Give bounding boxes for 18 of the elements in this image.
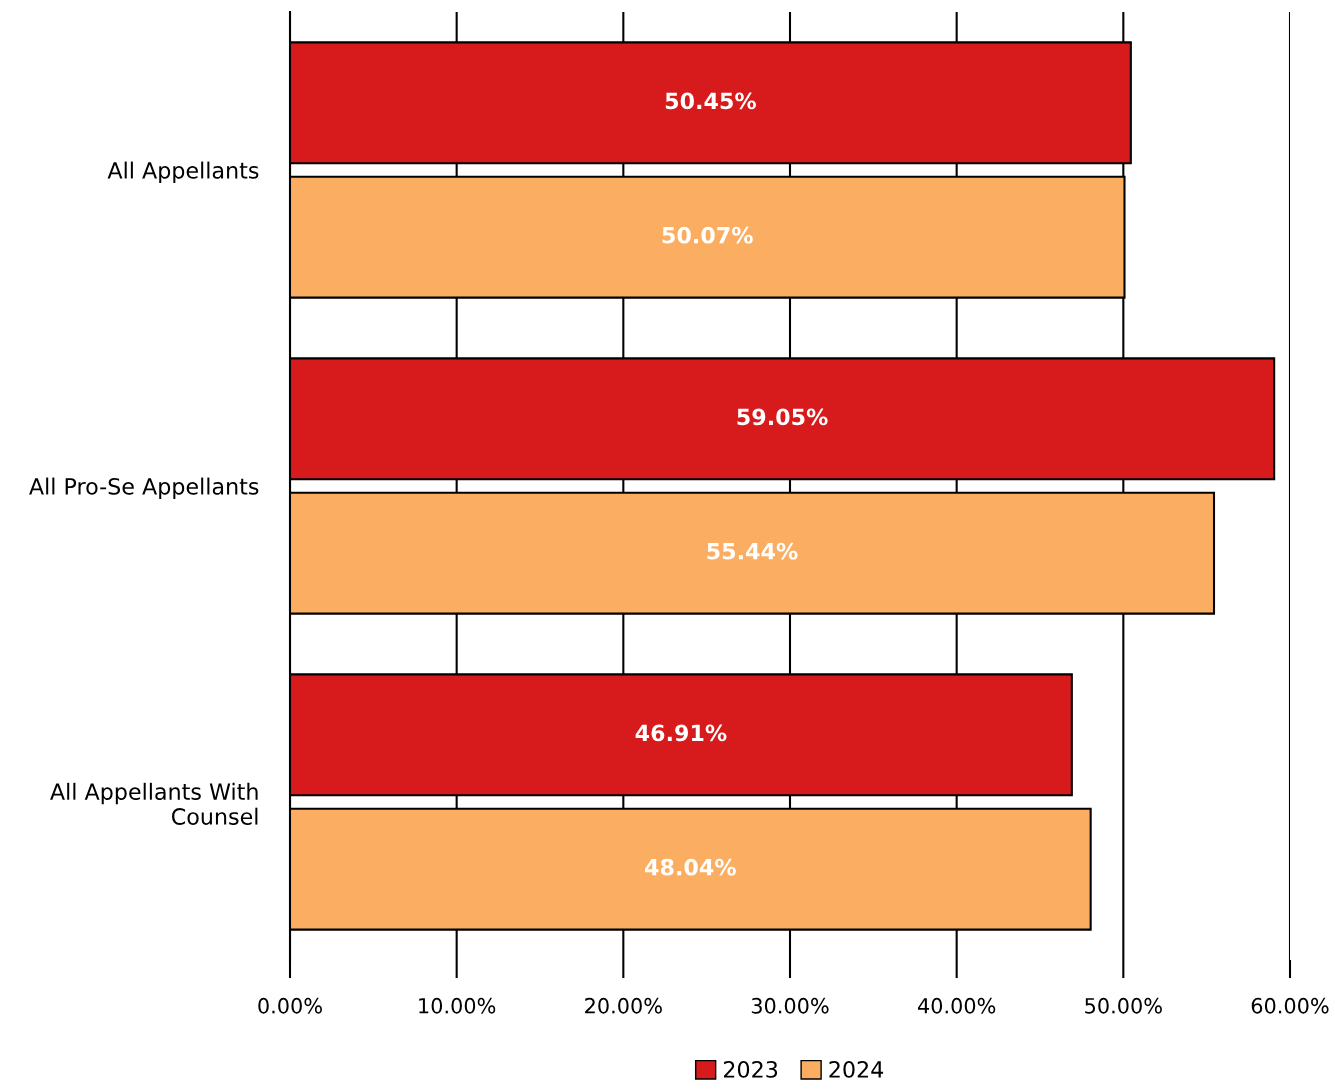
y-tick-label: All Appellants <box>107 161 259 184</box>
x-tick-label: 30.00% <box>751 997 829 1014</box>
y-tick-label: All Pro-Se Appellants <box>29 477 259 500</box>
data-label: 55.44% <box>707 542 798 560</box>
legend-label: 2024 <box>829 1060 884 1078</box>
x-tick-label: 10.00% <box>419 997 496 1014</box>
x-tick-label: 60.00% <box>1251 997 1329 1014</box>
data-label: 50.45% <box>665 92 756 110</box>
x-tick-label: 0.00% <box>258 997 322 1014</box>
data-label: 50.07% <box>662 226 753 244</box>
data-label: 48.04% <box>645 858 736 876</box>
y-tick-label: All Appellants With Counsel <box>50 782 258 825</box>
data-label: 59.05% <box>737 408 828 426</box>
x-tick-label: 40.00% <box>917 997 996 1014</box>
x-tick-label: 20.00% <box>585 997 662 1014</box>
legend-label: 2023 <box>723 1060 778 1078</box>
x-tick-label: 50.00% <box>1085 997 1162 1014</box>
data-label: 46.91% <box>635 724 727 742</box>
